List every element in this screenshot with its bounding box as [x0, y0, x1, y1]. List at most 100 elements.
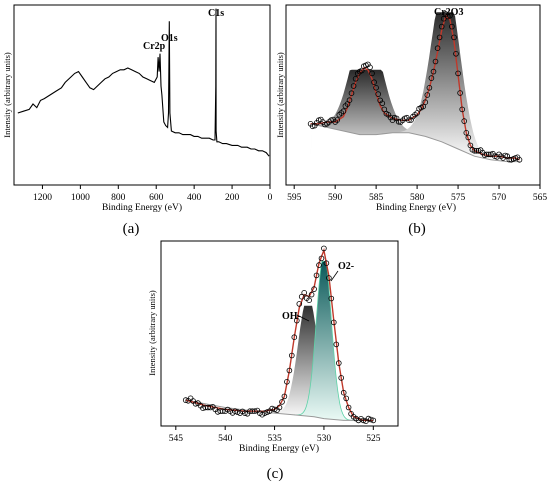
data-point — [232, 408, 238, 415]
panel-a: 1200 1000 800 600 400 200 0 Cr2p O1s C1s Bindi… — [2, 4, 273, 237]
x-tick-label: 600 — [149, 193, 164, 203]
peak-label-cr2o3: Cr2O3 — [434, 7, 463, 18]
x-tick-label: 540 — [218, 434, 233, 444]
x-tick-label: 570 — [492, 193, 507, 203]
x-axis-label-a: Binding Energy (eV) — [102, 202, 182, 213]
data-point — [506, 156, 513, 163]
peak-label-o1s: O1s — [161, 33, 178, 44]
data-point — [340, 389, 347, 396]
data-point — [379, 100, 386, 107]
x-tick-label: 565 — [533, 193, 548, 203]
data-point — [463, 130, 470, 136]
x-tick-label: 545 — [169, 434, 184, 444]
x-axis-label-b: Binding Energy (eV) — [376, 202, 456, 213]
data-point — [252, 408, 258, 415]
data-point — [430, 68, 437, 75]
data-point — [346, 97, 353, 103]
x-tick-label: 530 — [317, 434, 332, 444]
data-point — [455, 70, 461, 77]
plot-frame-c — [160, 240, 399, 427]
data-point — [321, 245, 327, 252]
peak-line-c-o2 — [294, 261, 354, 421]
panel-b: 595 590 585 580 575 570 565 Cr2O3 Binding Ener… — [275, 4, 548, 237]
data-point — [288, 352, 295, 359]
x-axis-ticks-a: 1200 1000 800 600 400 200 0 — [33, 185, 273, 203]
peak-label-o2: O2- — [338, 261, 354, 272]
data-point — [436, 34, 443, 41]
data-point — [308, 291, 315, 298]
y-axis-label-c: Intensity (arbitrary units) — [147, 290, 157, 376]
data-point — [286, 367, 293, 374]
data-point — [301, 289, 308, 296]
data-point — [182, 397, 189, 403]
data-point — [367, 64, 373, 71]
data-point — [306, 297, 312, 304]
x-tick-label: 525 — [366, 434, 381, 444]
data-point — [426, 85, 433, 91]
data-point — [326, 275, 332, 281]
x-tick-label: 1000 — [71, 193, 90, 203]
data-point — [348, 90, 355, 96]
survey-spectrum-line — [17, 8, 270, 157]
data-point — [242, 410, 248, 416]
data-point — [424, 92, 431, 98]
peak-fill-c-o2 — [294, 261, 354, 421]
panel-label-b: (b) — [408, 221, 426, 237]
data-point — [370, 417, 377, 424]
data-point — [473, 148, 480, 154]
data-point — [316, 262, 322, 268]
background-line-b — [310, 123, 520, 163]
data-point — [457, 90, 463, 96]
peak-fill-b-1 — [304, 69, 429, 162]
y-axis-label-a: Intensity (arbitrary units) — [2, 52, 12, 138]
x-tick-label: 575 — [451, 193, 466, 203]
data-points-c — [182, 245, 377, 425]
data-point — [471, 148, 478, 154]
data-point — [330, 319, 337, 326]
data-point — [338, 375, 345, 381]
data-point — [465, 134, 472, 141]
x-tick-label: 0 — [268, 193, 273, 203]
data-point — [428, 75, 435, 81]
data-point — [340, 108, 347, 114]
peak-label-oh: OH- — [282, 311, 301, 322]
x-tick-label: 1200 — [33, 193, 52, 203]
panel-label-c: (c) — [267, 466, 284, 482]
data-points-b — [307, 11, 523, 163]
peak-label-cr2p: Cr2p — [143, 41, 166, 52]
x-tick-label: 580 — [410, 193, 425, 203]
data-point — [311, 286, 317, 292]
data-point — [345, 404, 352, 411]
data-point — [516, 157, 523, 163]
data-point — [279, 399, 285, 405]
data-point — [261, 410, 268, 416]
data-point — [281, 393, 288, 400]
peak-label-c1s: C1s — [208, 8, 224, 19]
peak-fill-c-oh — [268, 305, 348, 421]
data-point — [298, 293, 305, 300]
data-point — [313, 272, 320, 279]
data-point — [296, 301, 303, 307]
data-point — [485, 151, 492, 158]
data-point — [432, 58, 439, 65]
data-point — [449, 23, 455, 30]
data-point — [360, 417, 367, 424]
data-point — [269, 405, 275, 412]
x-tick-label: 400 — [187, 193, 202, 203]
data-point — [293, 317, 300, 324]
data-point — [438, 23, 445, 30]
data-point — [343, 395, 350, 402]
data-point — [365, 415, 372, 422]
x-tick-label: 200 — [225, 193, 240, 203]
data-point — [219, 408, 226, 415]
data-point — [323, 260, 330, 267]
x-axis-ticks-c: 545 540 535 530 525 — [169, 426, 381, 444]
x-axis-label-c: Binding Energy (eV) — [239, 443, 319, 454]
data-point — [334, 117, 341, 123]
data-point — [434, 45, 441, 51]
panel-label-a: (a) — [123, 221, 140, 237]
data-point — [328, 295, 335, 302]
x-tick-label: 535 — [267, 434, 282, 444]
data-point — [291, 334, 298, 341]
